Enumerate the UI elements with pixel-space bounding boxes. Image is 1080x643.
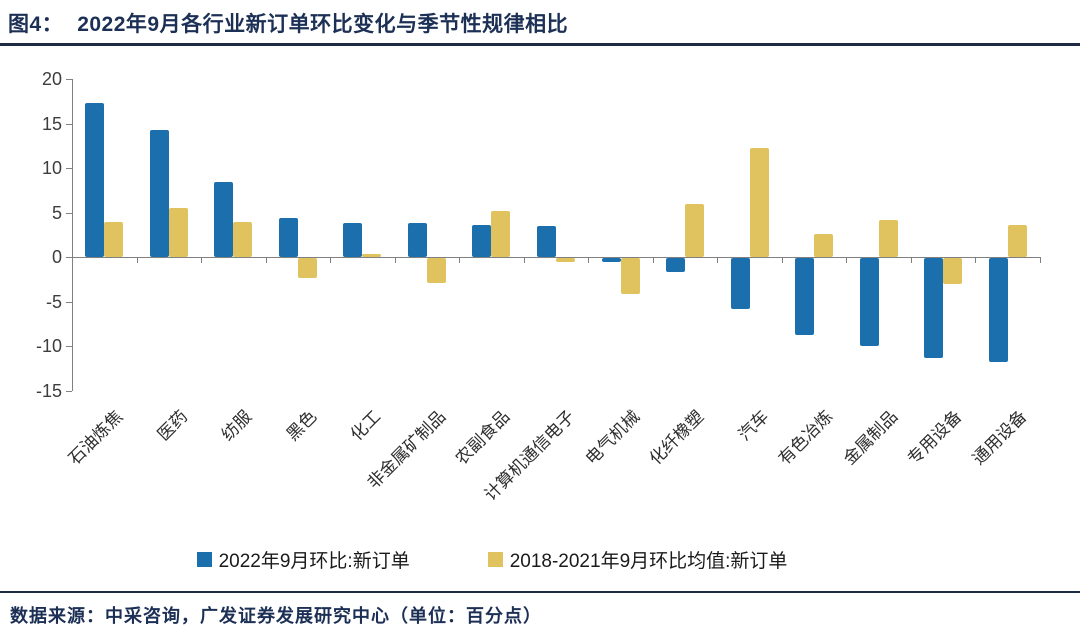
bar-2018-2021 bbox=[685, 203, 705, 257]
bar-2018-2021 bbox=[491, 210, 511, 257]
bar-2018-2021 bbox=[556, 258, 575, 263]
y-axis-tick bbox=[66, 79, 72, 80]
x-axis-tick bbox=[394, 257, 396, 263]
figure-title: 图4： 2022年9月各行业新订单环比变化与季节性规律相比 bbox=[8, 8, 1068, 38]
x-axis-line bbox=[72, 257, 1040, 258]
x-axis-tick bbox=[846, 257, 848, 263]
bar-2022 bbox=[537, 225, 556, 257]
bar-2022 bbox=[85, 103, 105, 257]
y-axis-label: -15 bbox=[35, 380, 62, 401]
y-axis-tick bbox=[66, 168, 72, 169]
bar-2022 bbox=[214, 182, 234, 257]
bar-2022 bbox=[859, 258, 879, 347]
x-axis-tick bbox=[330, 257, 332, 263]
bar-2018-2021 bbox=[233, 222, 253, 257]
figure-number: 图4： bbox=[8, 13, 64, 36]
bar-2022 bbox=[343, 223, 363, 257]
bar-2018-2021 bbox=[104, 222, 124, 257]
bar-2022 bbox=[795, 258, 815, 336]
bar-2018-2021 bbox=[749, 147, 769, 257]
x-axis-tick bbox=[72, 257, 73, 263]
bar-2022 bbox=[149, 129, 169, 257]
bar-2022 bbox=[472, 224, 492, 257]
y-axis-line bbox=[72, 79, 73, 391]
bar-2018-2021 bbox=[426, 258, 446, 283]
x-axis-tick bbox=[523, 257, 525, 263]
y-axis-tick bbox=[66, 257, 72, 258]
y-axis-tick bbox=[66, 123, 72, 125]
y-axis-label: 0 bbox=[51, 247, 62, 267]
legend-swatch-yellow-icon bbox=[487, 552, 503, 567]
bar-2018-2021 bbox=[168, 208, 188, 257]
y-axis-label: -5 bbox=[45, 291, 62, 312]
footer-divider bbox=[0, 591, 1080, 593]
x-axis-tick bbox=[717, 257, 719, 263]
x-axis-tick bbox=[1040, 257, 1041, 263]
x-axis-tick bbox=[588, 257, 590, 263]
figure-title-text: 2022年9月各行业新订单环比变化与季节性规律相比 bbox=[77, 13, 569, 36]
bar-2022 bbox=[666, 258, 686, 273]
bar-2022 bbox=[988, 258, 1008, 363]
x-axis-tick bbox=[975, 257, 977, 263]
y-axis-label: 10 bbox=[41, 158, 62, 178]
y-axis-label: 15 bbox=[41, 113, 62, 134]
x-axis-tick bbox=[265, 257, 267, 263]
x-axis-tick bbox=[652, 257, 654, 263]
x-axis-tick bbox=[459, 257, 461, 263]
title-divider bbox=[0, 43, 1080, 46]
bar-2022 bbox=[601, 258, 621, 263]
x-axis-tick bbox=[781, 257, 783, 263]
bar-2018-2021 bbox=[943, 258, 963, 284]
bar-2022 bbox=[730, 258, 750, 309]
y-axis-tick bbox=[66, 390, 72, 392]
y-axis-tick bbox=[66, 346, 72, 347]
y-axis-label: 20 bbox=[41, 69, 62, 89]
bar-2018-2021 bbox=[620, 258, 640, 294]
bar-2022 bbox=[407, 223, 427, 257]
legend-swatch-blue-icon bbox=[196, 552, 212, 567]
x-axis-tick bbox=[910, 257, 912, 263]
bar-2018-2021 bbox=[297, 258, 317, 278]
legend-item-2018-2021: 2018-2021年9月环比均值:新订单 bbox=[487, 546, 788, 573]
y-axis-tick bbox=[66, 212, 72, 214]
bar-2018-2021 bbox=[362, 254, 382, 257]
x-axis-tick bbox=[136, 257, 138, 263]
source-note: 数据来源：中采咨询，广发证券发展研究中心（单位：百分点） bbox=[10, 606, 542, 626]
bar-2018-2021 bbox=[814, 233, 834, 257]
bar-2022 bbox=[278, 217, 298, 257]
y-axis-label: 5 bbox=[51, 202, 62, 223]
legend-label-2018-2021: 2018-2021年9月环比均值:新订单 bbox=[509, 551, 788, 572]
bar-2018-2021 bbox=[1007, 224, 1027, 257]
chart-legend: 2022年9月环比:新订单 2018-2021年9月环比均值:新订单 bbox=[0, 546, 1032, 573]
legend-item-2022: 2022年9月环比:新订单 bbox=[196, 546, 410, 573]
bar-2022 bbox=[924, 258, 944, 358]
bar-2018-2021 bbox=[878, 219, 898, 257]
y-axis-tick bbox=[66, 301, 72, 303]
x-axis-tick bbox=[201, 257, 203, 263]
legend-label-2022: 2022年9月环比:新订单 bbox=[218, 551, 410, 572]
y-axis-label: -10 bbox=[35, 336, 62, 356]
